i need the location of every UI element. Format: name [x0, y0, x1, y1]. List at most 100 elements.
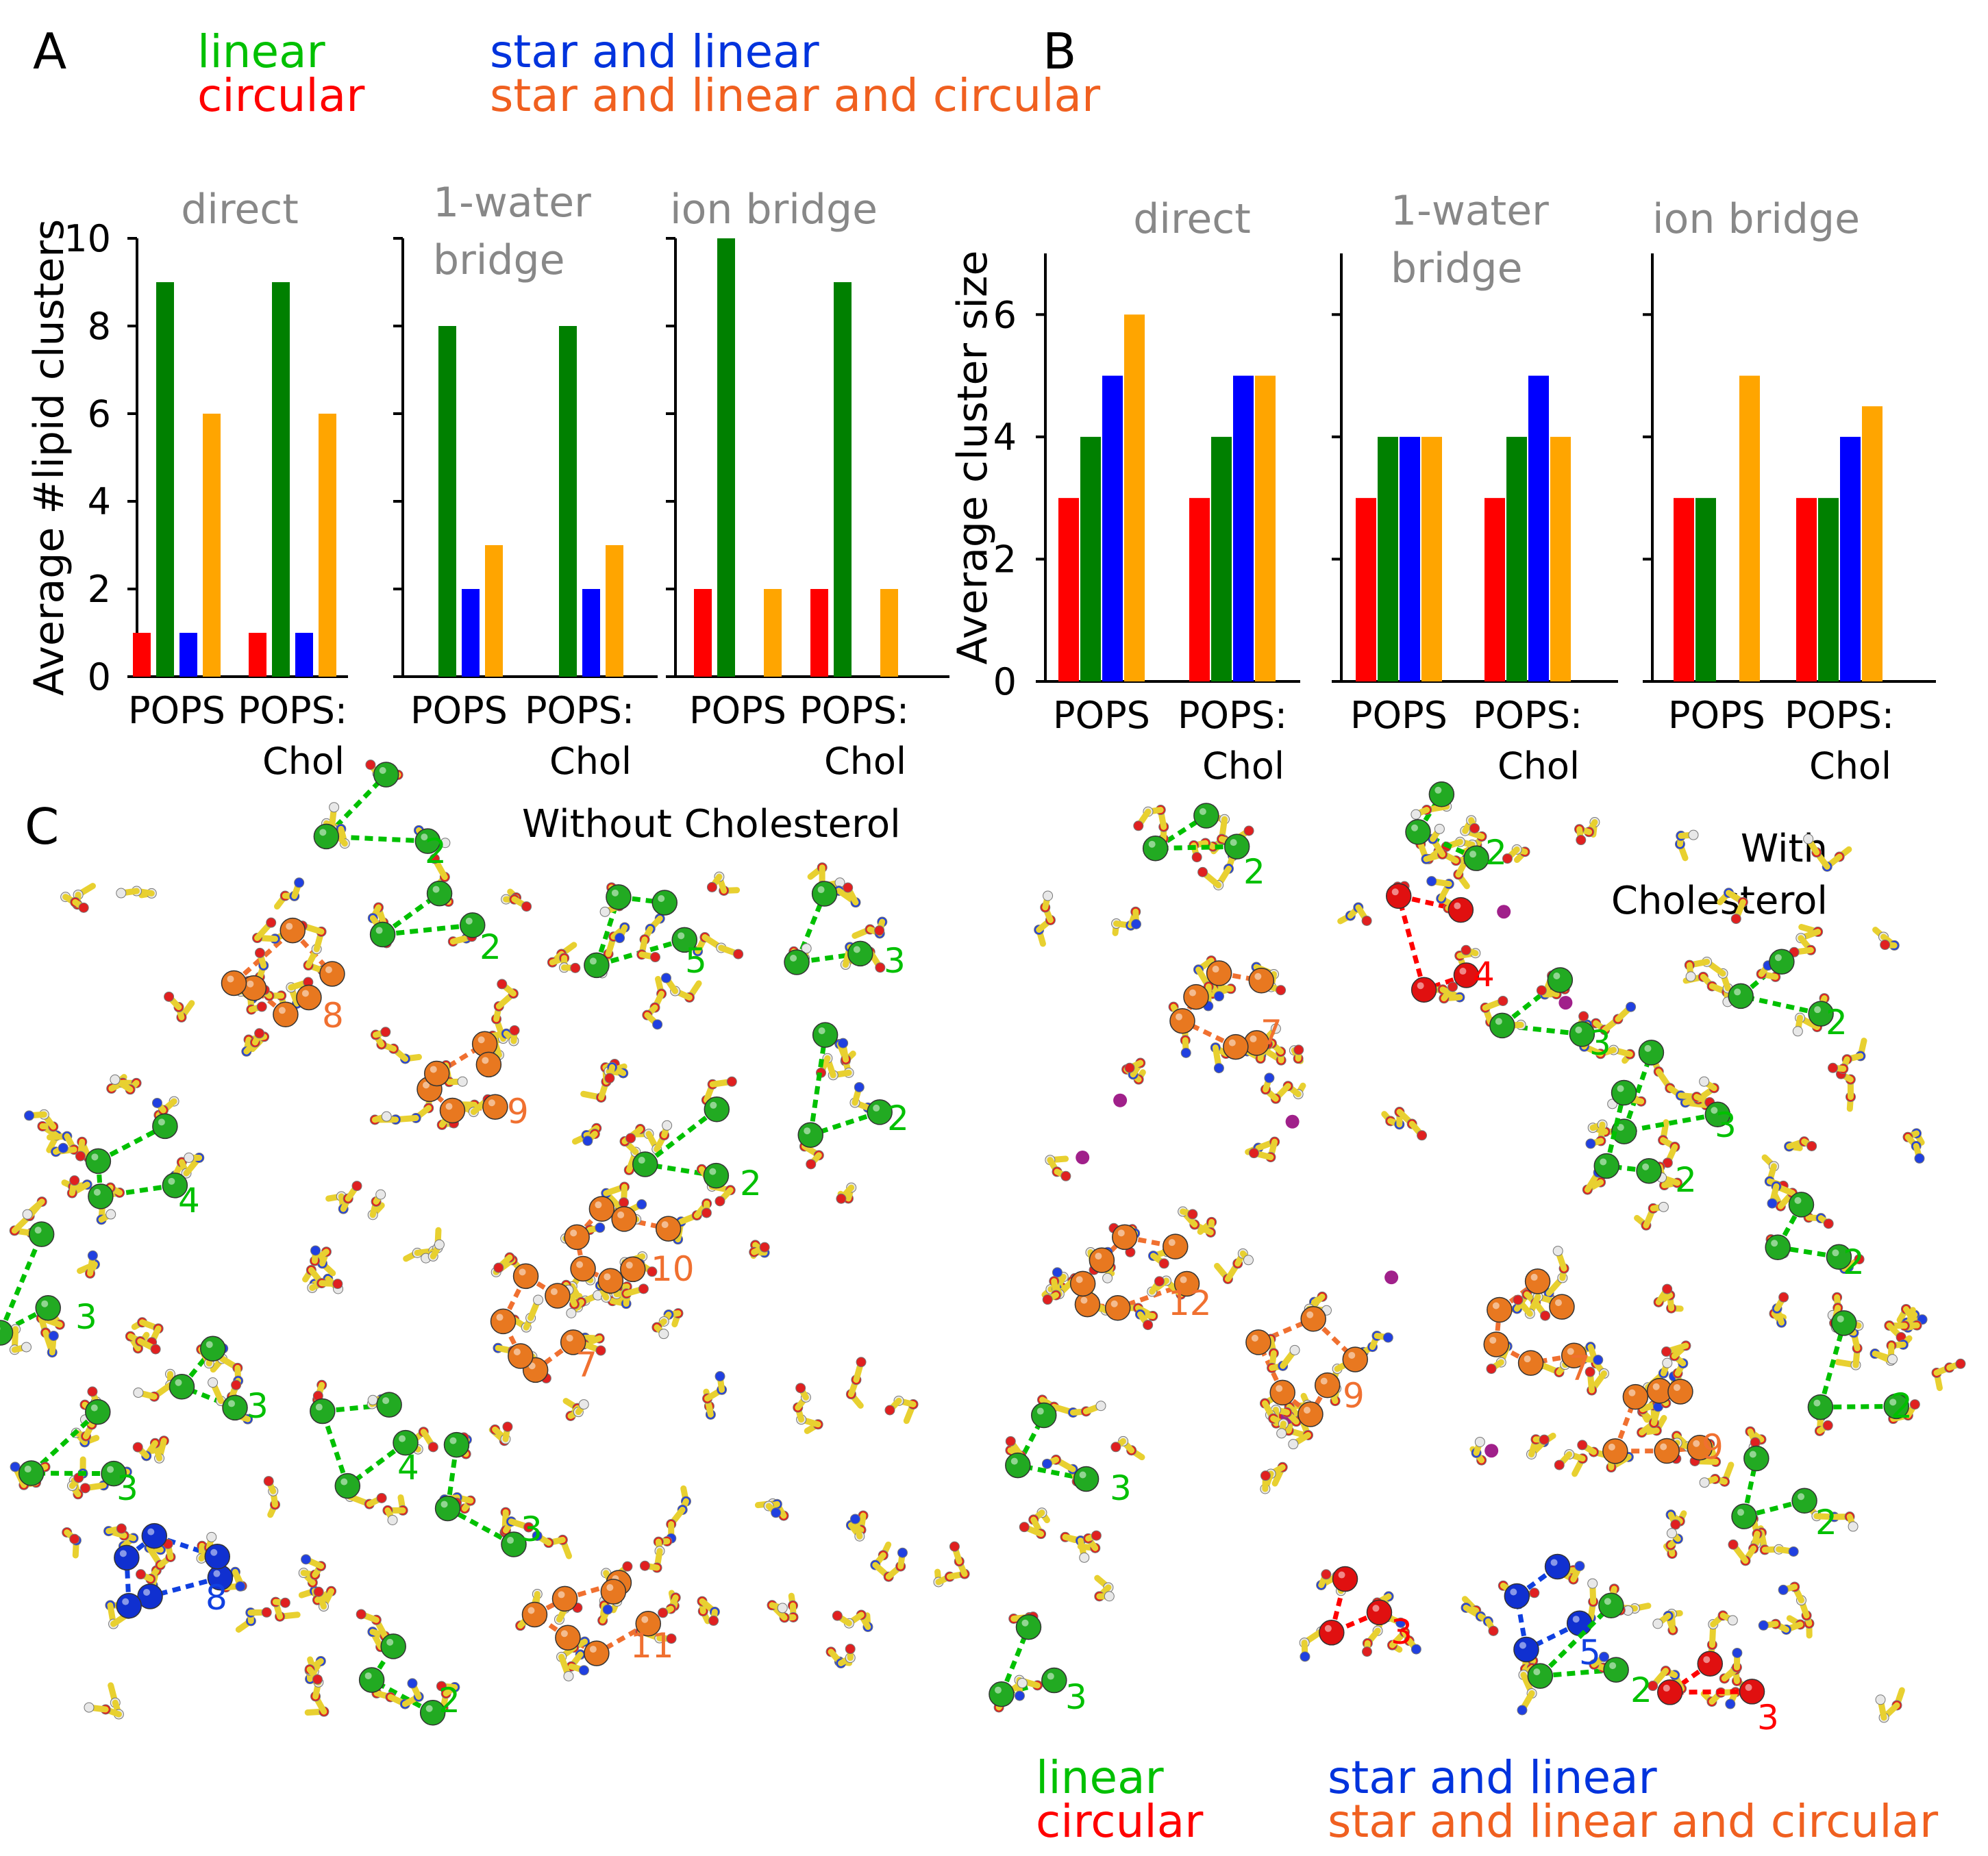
atom-dot: [1699, 1477, 1710, 1488]
headgroup-sphere: [482, 1094, 508, 1120]
cluster-size-label: 4: [178, 1181, 200, 1220]
sphere-highlight: [1117, 1229, 1125, 1237]
atom-dot: [116, 888, 127, 899]
x-category-label: POPS: Chol: [1473, 694, 1582, 788]
cluster-link: [1622, 1051, 1654, 1133]
cluster-link: [796, 951, 861, 965]
atom-dot: [150, 1344, 161, 1355]
atom-dot: [1792, 1026, 1803, 1037]
headgroup-sphere: [1622, 1383, 1649, 1410]
sphere-highlight: [1250, 1035, 1257, 1042]
cluster-link: [1777, 1244, 1839, 1259]
sphere-highlight: [1079, 1471, 1086, 1479]
sphere-highlight: [804, 1127, 811, 1135]
sphere-highlight: [1230, 839, 1237, 847]
headgroup-sphere: [1269, 1379, 1295, 1406]
sphere-highlight: [432, 886, 440, 893]
bar-star-linear: [1233, 375, 1254, 681]
lipid-cluster: [1245, 1291, 1393, 1439]
bar-circular: [1356, 498, 1376, 681]
atom-dot: [1213, 1063, 1224, 1074]
lipid-cluster: [0, 1196, 65, 1358]
atom-dot: [254, 1028, 265, 1039]
ion-dot: [1497, 905, 1511, 919]
headgroup-sphere: [1428, 781, 1455, 807]
sphere-highlight: [1076, 1276, 1083, 1283]
headgroup-sphere: [296, 984, 322, 1011]
headgroup-sphere: [1527, 1663, 1554, 1689]
sphere-highlight: [1889, 1399, 1897, 1406]
headgroup-sphere: [1089, 1247, 1115, 1273]
cluster-size-label: 4: [397, 1448, 419, 1488]
headgroup-sphere: [1807, 1394, 1834, 1420]
cluster-link: [1154, 814, 1208, 851]
headgroup-sphere: [632, 1151, 658, 1177]
sphere-highlight: [1459, 968, 1467, 975]
atom-dot: [777, 1603, 788, 1614]
atom-dot: [1554, 1459, 1565, 1470]
bar-star-linear: [462, 589, 480, 677]
atom-dot: [48, 1330, 59, 1341]
headgroup-sphere: [1245, 1329, 1271, 1355]
atom-dot: [1395, 1617, 1406, 1628]
headgroup-sphere: [426, 880, 453, 907]
atom-dot: [1447, 981, 1458, 992]
sphere-highlight: [168, 1177, 175, 1185]
headgroup-sphere: [1015, 1614, 1042, 1640]
atom-dot: [1426, 876, 1437, 887]
atom-dot: [301, 1554, 312, 1565]
atom-dot: [1060, 1170, 1071, 1181]
atom-dot: [578, 1665, 589, 1676]
headgroup-sphere: [1206, 960, 1232, 986]
atom-dot: [660, 973, 671, 983]
subplot-title: ion bridge: [670, 186, 878, 234]
sphere-highlight: [606, 1584, 614, 1592]
lipid-cluster: [1684, 949, 1834, 1037]
headgroup-sphere: [85, 1399, 111, 1425]
cluster-link: [808, 1034, 828, 1136]
atom-dot: [1321, 1569, 1332, 1580]
sphere-highlight: [576, 1261, 584, 1268]
atom-dot: [1293, 1044, 1304, 1055]
atom-dot: [356, 1609, 366, 1620]
sphere-highlight: [638, 1157, 645, 1164]
atom-dot: [662, 1120, 673, 1131]
lipid-cluster: [1517, 1583, 1629, 1716]
lipid-cluster: [1498, 1553, 1599, 1675]
sphere-highlight: [1372, 1605, 1380, 1612]
bar-linear: [272, 282, 290, 677]
sphere-highlight: [589, 957, 597, 965]
headgroup-sphere: [1342, 1346, 1368, 1372]
cluster-link: [1525, 1621, 1581, 1652]
sphere-highlight: [1652, 1383, 1660, 1390]
headgroup-sphere: [279, 917, 306, 944]
chart-a-cluster-counts: Average #lipid clusters 0 2 4 6 8 10 direct POPS…: [25, 179, 949, 783]
cluster-size-label: 12: [1168, 1283, 1212, 1323]
cluster-link: [1538, 1603, 1613, 1678]
headgroup-sphere: [606, 884, 632, 910]
sphere-highlight: [107, 1466, 114, 1473]
headgroup-sphere: [1385, 883, 1412, 910]
atom-dot: [1041, 1458, 1052, 1469]
headgroup-sphere: [784, 949, 810, 975]
atom-dot: [235, 1581, 246, 1592]
panel-c-snapshots: Without Cholesterol With Cholesterol 22 5 3…: [0, 760, 1966, 1738]
sphere-highlight: [641, 1616, 649, 1623]
sphere-highlight: [1608, 1443, 1615, 1451]
headgroup-sphere: [989, 1681, 1015, 1707]
lipid-cluster: [1807, 1292, 1920, 1436]
atom-dot: [10, 1462, 21, 1472]
headgroup-sphere: [1483, 1331, 1509, 1357]
sphere-highlight: [1492, 1302, 1500, 1309]
sphere-highlight: [570, 1229, 577, 1237]
sphere-highlight: [1575, 1026, 1582, 1033]
sphere-highlight: [122, 1598, 129, 1605]
headgroup-sphere: [434, 1495, 461, 1522]
atom-dot: [1052, 1267, 1063, 1278]
atom-dot: [1854, 1254, 1865, 1265]
atom-dot: [1191, 852, 1202, 863]
sphere-highlight: [678, 932, 685, 940]
sphere-highlight: [1110, 1300, 1118, 1307]
